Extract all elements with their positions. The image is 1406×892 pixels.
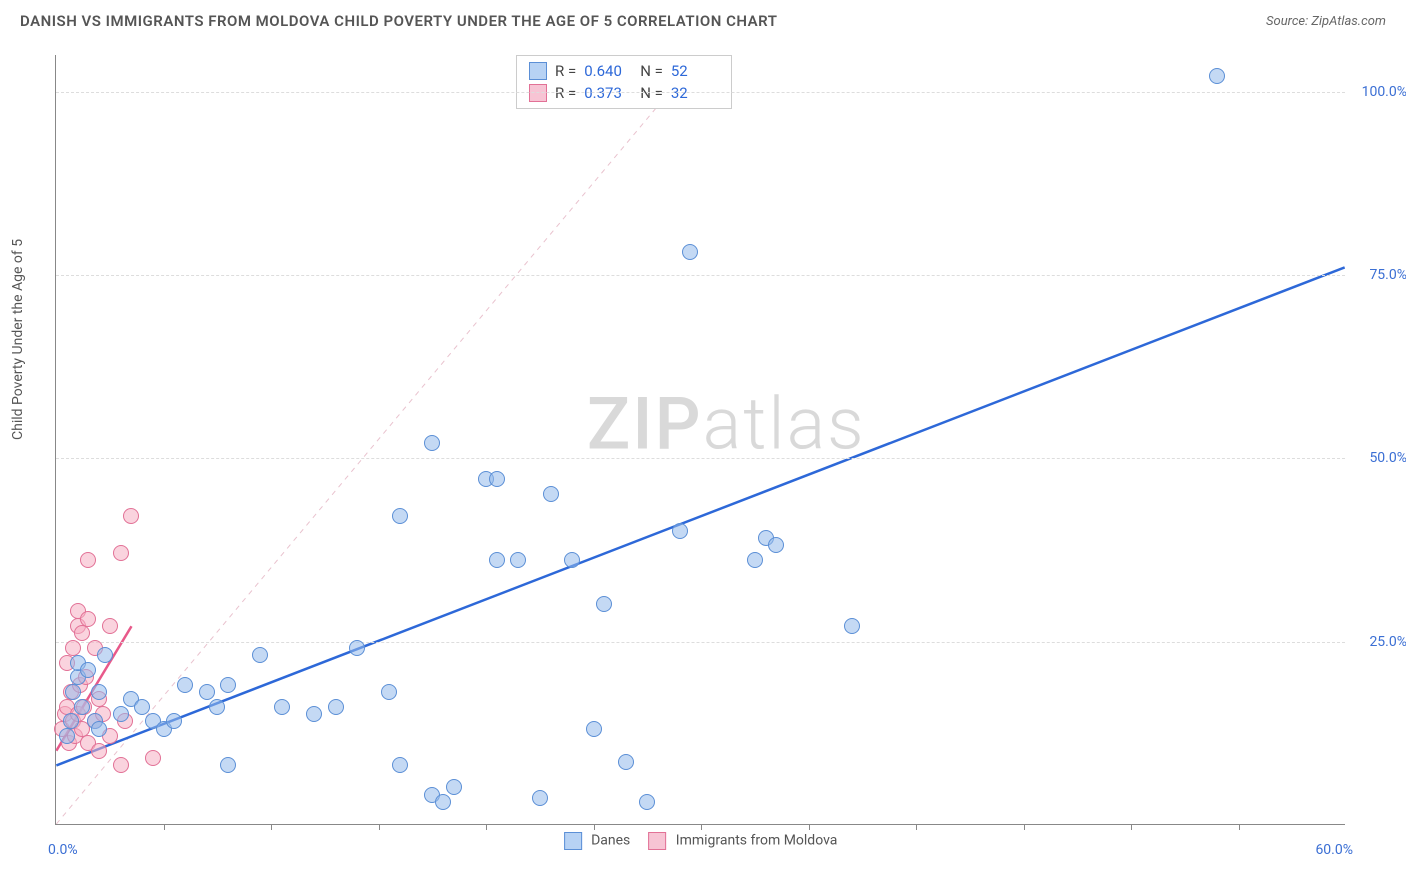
bottom-legend: Danes Immigrants from Moldova (564, 832, 838, 850)
gridline (56, 642, 1345, 643)
x-tick (164, 824, 165, 830)
source-label: Source: ZipAtlas.com (1266, 14, 1386, 29)
data-point-blue (274, 699, 290, 715)
chart-title: DANISH VS IMMIGRANTS FROM MOLDOVA CHILD … (20, 12, 777, 30)
y-tick-label: 75.0% (1369, 267, 1406, 283)
data-point-blue (306, 706, 322, 722)
data-point-blue (80, 662, 96, 678)
data-point-blue (65, 684, 81, 700)
data-point-blue (510, 552, 526, 568)
data-point-blue (381, 684, 397, 700)
y-tick-label: 50.0% (1369, 450, 1406, 466)
x-tick (1024, 824, 1025, 830)
blue-r-value: 0.640 (584, 62, 632, 80)
data-point-pink (113, 757, 129, 773)
data-point-blue (844, 618, 860, 634)
data-point-blue (532, 790, 548, 806)
data-point-blue (209, 699, 225, 715)
y-axis-title: Child Poverty Under the Age of 5 (10, 239, 26, 440)
data-point-blue (220, 677, 236, 693)
y-tick-label: 25.0% (1369, 634, 1406, 650)
stats-row-pink: R = 0.373 N = 32 (529, 82, 719, 104)
data-point-blue (349, 640, 365, 656)
x-tick (594, 824, 595, 830)
pink-swatch-icon (529, 84, 547, 102)
data-point-blue (618, 754, 634, 770)
data-point-blue (489, 552, 505, 568)
data-point-blue (392, 757, 408, 773)
gridline (56, 458, 1345, 459)
x-tick (701, 824, 702, 830)
data-point-blue (59, 728, 75, 744)
chart-plot-area: ZIPatlas R = 0.640 N = 52 R = 0.373 N = … (55, 55, 1345, 825)
legend-item-blue: Danes (564, 832, 631, 850)
data-point-blue (177, 677, 193, 693)
data-point-blue (435, 794, 451, 810)
blue-n-value: 52 (671, 62, 719, 80)
data-point-blue (91, 684, 107, 700)
data-point-pink (145, 750, 161, 766)
data-point-blue (586, 721, 602, 737)
data-point-blue (199, 684, 215, 700)
x-tick (271, 824, 272, 830)
gridline (56, 92, 1345, 93)
data-point-blue (672, 523, 688, 539)
data-point-blue (74, 699, 90, 715)
data-point-blue (747, 552, 763, 568)
data-point-pink (80, 611, 96, 627)
stats-legend-box: R = 0.640 N = 52 R = 0.373 N = 32 (516, 55, 732, 109)
data-point-blue (489, 471, 505, 487)
data-point-pink (91, 743, 107, 759)
data-point-pink (123, 508, 139, 524)
data-point-pink (80, 552, 96, 568)
y-tick-label: 100.0% (1362, 84, 1406, 100)
gridline (56, 275, 1345, 276)
data-point-blue (564, 552, 580, 568)
data-point-blue (166, 713, 182, 729)
pink-n-value: 32 (671, 84, 719, 102)
x-axis-max-label: 60.0% (1315, 842, 1353, 858)
x-tick (1131, 824, 1132, 830)
trendlines-svg (56, 55, 1345, 824)
data-point-blue (639, 794, 655, 810)
blue-swatch-icon (564, 832, 582, 850)
data-point-blue (682, 244, 698, 260)
data-point-blue (252, 647, 268, 663)
x-tick (486, 824, 487, 830)
stats-row-blue: R = 0.640 N = 52 (529, 60, 719, 82)
data-point-pink (102, 618, 118, 634)
data-point-blue (392, 508, 408, 524)
data-point-blue (596, 596, 612, 612)
data-point-blue (63, 713, 79, 729)
watermark: ZIPatlas (587, 382, 866, 467)
data-point-blue (446, 779, 462, 795)
data-point-blue (328, 699, 344, 715)
data-point-blue (113, 706, 129, 722)
pink-r-value: 0.373 (584, 84, 632, 102)
data-point-blue (768, 537, 784, 553)
data-point-blue (424, 435, 440, 451)
data-point-blue (543, 486, 559, 502)
data-point-pink (113, 545, 129, 561)
data-point-blue (1209, 68, 1225, 84)
x-tick (916, 824, 917, 830)
legend-item-pink: Immigrants from Moldova (648, 832, 837, 850)
x-axis-min-label: 0.0% (48, 842, 78, 858)
data-point-pink (74, 625, 90, 641)
data-point-blue (91, 721, 107, 737)
x-tick (1239, 824, 1240, 830)
data-point-pink (65, 640, 81, 656)
pink-swatch-icon (648, 832, 666, 850)
data-point-blue (134, 699, 150, 715)
data-point-blue (220, 757, 236, 773)
data-point-blue (97, 647, 113, 663)
blue-swatch-icon (529, 62, 547, 80)
x-tick (809, 824, 810, 830)
x-tick (379, 824, 380, 830)
